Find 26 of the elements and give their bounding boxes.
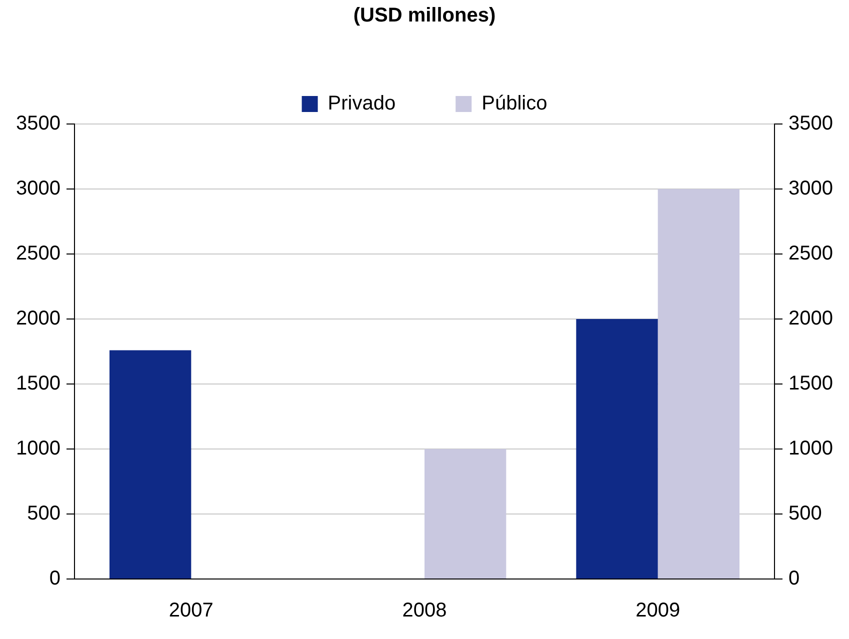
bar — [109, 350, 192, 578]
y-tick-label: 2000 — [16, 308, 60, 330]
y-tick-label: 1000 — [16, 438, 60, 460]
bar — [658, 189, 740, 578]
y2-tick-label: 2000 — [788, 308, 834, 330]
bar — [576, 319, 658, 578]
legend-label: Privado — [328, 92, 396, 115]
bar — [424, 449, 506, 578]
y-tick-label: 3500 — [16, 112, 60, 135]
y-tick-label: 2500 — [16, 242, 60, 265]
x-tick-label: 2009 — [636, 600, 680, 622]
y2-tick-label: 3500 — [788, 112, 834, 135]
y2-tick-label: 2500 — [788, 242, 834, 265]
y2-tick-label: 1000 — [788, 438, 834, 460]
y2-tick-label: 3000 — [788, 178, 834, 200]
y-tick-label: 0 — [49, 568, 60, 590]
y-tick-label: 3000 — [16, 178, 60, 200]
y-tick-label: 1500 — [16, 372, 60, 395]
legend-label: Público — [482, 92, 548, 115]
y2-tick-label: 500 — [788, 502, 822, 525]
chart-title: (USD millones) — [353, 4, 496, 27]
x-tick-label: 2007 — [168, 600, 214, 622]
y2-tick-label: 0 — [788, 568, 800, 590]
x-tick-label: 2008 — [402, 600, 447, 622]
y2-tick-label: 1500 — [788, 372, 834, 395]
y-tick-label: 500 — [27, 502, 60, 525]
